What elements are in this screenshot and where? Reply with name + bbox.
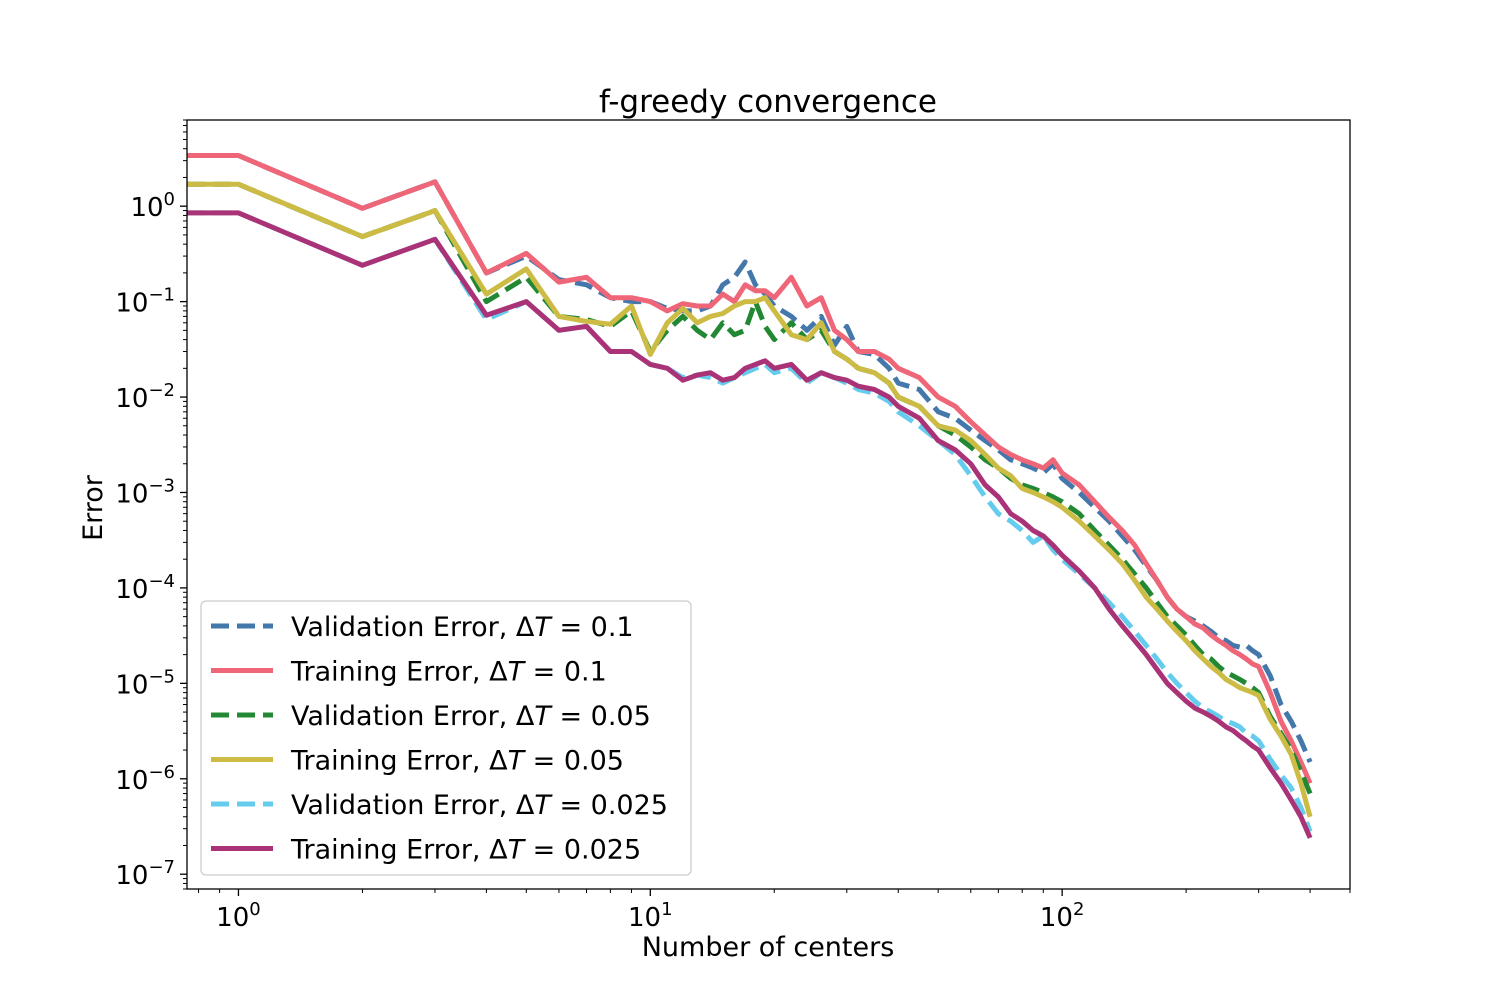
legend-label-3: Validation Error, ΔT = 0.05 <box>291 701 651 732</box>
legend-label-1: Validation Error, ΔT = 0.1 <box>291 612 634 643</box>
x-tick-label: 100 <box>216 899 261 933</box>
legend-label-4: Training Error, ΔT = 0.05 <box>290 746 624 777</box>
y-tick-label: 100 <box>130 189 175 223</box>
x-tick-label: 101 <box>628 899 673 933</box>
y-tick-label: 10−6 <box>115 762 175 796</box>
plot-frame <box>186 119 1351 890</box>
y-tick-label: 10−3 <box>115 475 175 509</box>
y-tick-label: 10−2 <box>115 380 175 414</box>
series-line-4 <box>187 181 1313 818</box>
y-tick-label: 10−5 <box>115 666 175 700</box>
x-axis-label: Number of centers <box>642 932 895 963</box>
series-line-2 <box>187 153 1313 785</box>
series-line-1 <box>187 153 1313 763</box>
series-line-6 <box>187 210 1313 839</box>
series-line-3 <box>187 181 1313 795</box>
y-tick-label: 10−4 <box>115 571 175 605</box>
legend-label-5: Validation Error, ΔT = 0.025 <box>291 790 668 821</box>
series-line-5 <box>187 210 1313 833</box>
x-tick-label: 102 <box>1040 899 1085 933</box>
legend: Validation Error, ΔT = 0.1 Training Error… <box>200 600 692 876</box>
y-tick-label: 10−1 <box>115 285 175 319</box>
chart-title: f-greedy convergence <box>599 84 937 120</box>
legend-box <box>200 600 692 876</box>
y-axis-label: Error <box>78 474 109 541</box>
legend-label-6: Training Error, ΔT = 0.025 <box>290 835 641 866</box>
legend-label-2: Training Error, ΔT = 0.1 <box>290 657 607 688</box>
y-tick-label: 10−7 <box>115 857 175 891</box>
